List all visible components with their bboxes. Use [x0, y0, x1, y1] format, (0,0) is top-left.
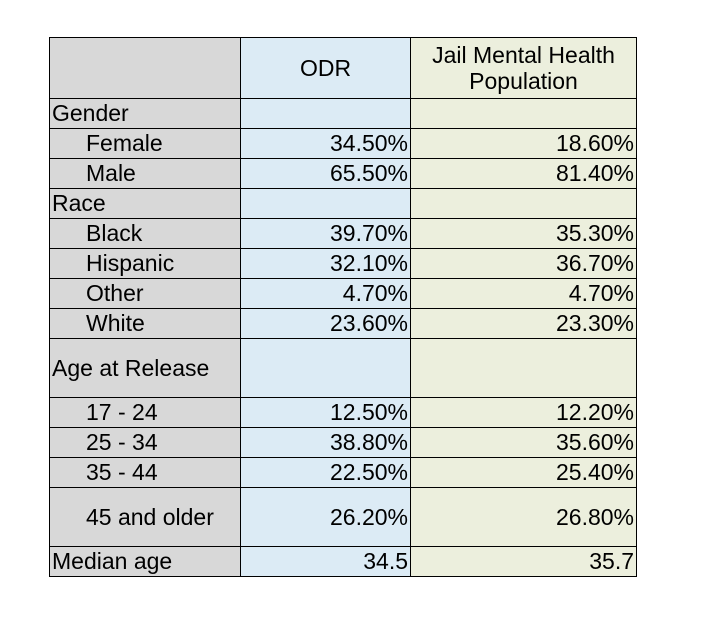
- row-label: 17 - 24: [49, 397, 241, 428]
- section-row-age: Age at Release: [49, 338, 637, 398]
- row-label: 45 and older: [49, 487, 241, 547]
- demographics-table: ODR Jail Mental Health Population Gender…: [49, 37, 637, 577]
- jail-cell: [410, 98, 637, 129]
- jail-cell: [410, 338, 637, 398]
- odr-cell: [240, 338, 411, 398]
- section-label: Age at Release: [49, 338, 241, 398]
- jail-cell: 12.20%: [410, 397, 637, 428]
- row-label: White: [49, 308, 241, 339]
- section-label: Gender: [49, 98, 241, 129]
- header-jail-line2: Population: [469, 68, 578, 94]
- header-corner-cell: [49, 37, 241, 99]
- table-row: 25 - 34 38.80% 35.60%: [49, 427, 637, 458]
- section-label: Race: [49, 188, 241, 219]
- section-row-race: Race: [49, 188, 637, 219]
- jail-cell: 25.40%: [410, 457, 637, 488]
- row-label: 35 - 44: [49, 457, 241, 488]
- jail-cell: 18.60%: [410, 128, 637, 159]
- table-row: Male 65.50% 81.40%: [49, 158, 637, 189]
- jail-cell: 35.7: [410, 546, 637, 577]
- odr-cell: 34.5: [240, 546, 411, 577]
- jail-cell: 35.30%: [410, 218, 637, 249]
- header-row: ODR Jail Mental Health Population: [49, 37, 637, 99]
- table-row: White 23.60% 23.30%: [49, 308, 637, 339]
- table-row: Other 4.70% 4.70%: [49, 278, 637, 309]
- row-label: Other: [49, 278, 241, 309]
- jail-cell: [410, 188, 637, 219]
- table-row: Female 34.50% 18.60%: [49, 128, 637, 159]
- odr-cell: [240, 188, 411, 219]
- jail-cell: 35.60%: [410, 427, 637, 458]
- header-odr: ODR: [240, 37, 411, 99]
- section-row-gender: Gender: [49, 98, 637, 129]
- row-label: Male: [49, 158, 241, 189]
- odr-cell: 4.70%: [240, 278, 411, 309]
- odr-cell: 34.50%: [240, 128, 411, 159]
- median-age-row: Median age 34.5 35.7: [49, 546, 637, 577]
- table-row: Black 39.70% 35.30%: [49, 218, 637, 249]
- row-label: Black: [49, 218, 241, 249]
- jail-cell: 23.30%: [410, 308, 637, 339]
- header-jail: Jail Mental Health Population: [410, 37, 637, 99]
- jail-cell: 81.40%: [410, 158, 637, 189]
- row-label: Median age: [49, 546, 241, 577]
- odr-cell: 38.80%: [240, 427, 411, 458]
- odr-cell: [240, 98, 411, 129]
- row-label: 25 - 34: [49, 427, 241, 458]
- row-label: Hispanic: [49, 248, 241, 279]
- table-row: 45 and older 26.20% 26.80%: [49, 487, 637, 547]
- odr-cell: 22.50%: [240, 457, 411, 488]
- odr-cell: 65.50%: [240, 158, 411, 189]
- table-row: 35 - 44 22.50% 25.40%: [49, 457, 637, 488]
- header-jail-line1: Jail Mental Health: [432, 41, 615, 68]
- odr-cell: 32.10%: [240, 248, 411, 279]
- table-row: 17 - 24 12.50% 12.20%: [49, 397, 637, 428]
- table-row: Hispanic 32.10% 36.70%: [49, 248, 637, 279]
- odr-cell: 23.60%: [240, 308, 411, 339]
- jail-cell: 26.80%: [410, 487, 637, 547]
- odr-cell: 12.50%: [240, 397, 411, 428]
- jail-cell: 36.70%: [410, 248, 637, 279]
- jail-cell: 4.70%: [410, 278, 637, 309]
- row-label: Female: [49, 128, 241, 159]
- odr-cell: 39.70%: [240, 218, 411, 249]
- odr-cell: 26.20%: [240, 487, 411, 547]
